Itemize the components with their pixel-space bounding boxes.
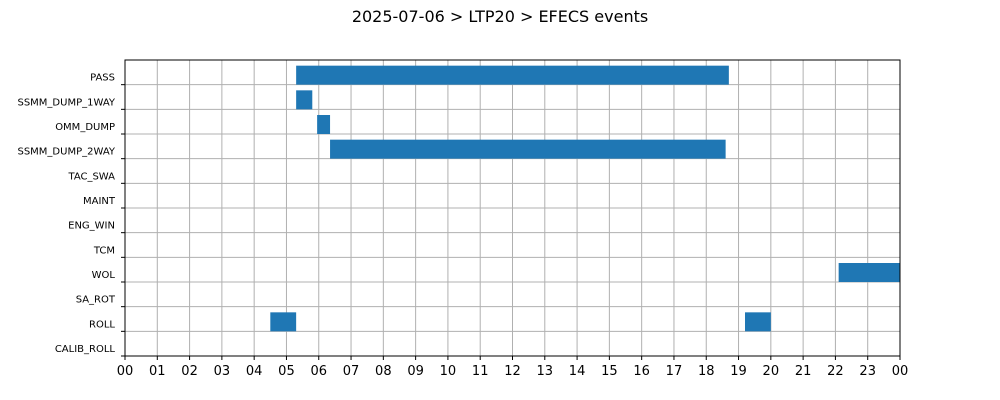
y-tick-label: MAINT [83,196,116,207]
event-bar-roll [745,312,771,332]
x-tick-label: 07 [343,364,360,379]
x-tick-label: 08 [375,364,392,379]
plot-frame [124,59,901,357]
y-tick-label: SSMM_DUMP_1WAY [17,97,115,108]
x-tick-label: 00 [117,364,134,379]
grid [124,60,901,357]
chart-title: 2025-07-06 > LTP20 > EFECS events [352,7,648,26]
y-tick-label: WOL [92,270,116,281]
y-tick-label: OMM_DUMP [55,122,115,133]
x-tick-label: 10 [440,364,457,379]
x-tick-label: 21 [795,364,812,379]
x-tick-label: 11 [472,364,489,379]
event-bar-omm-dump [317,115,331,134]
y-tick-label: SSMM_DUMP_2WAY [17,147,115,158]
event-bar-ssmm-dump-1way [296,90,313,110]
x-tick-label: 23 [859,364,876,379]
y-tick-label: CALIB_ROLL [55,344,116,355]
x-tick-label: 17 [666,364,683,379]
x-tick-label: 14 [569,364,586,379]
y-tick-label: ENG_WIN [68,221,115,232]
x-tick-label: 15 [601,364,618,379]
x-tick-label: 22 [827,364,844,379]
x-tick-label: 16 [633,364,650,379]
x-tick-label: 01 [149,364,166,379]
event-bar-wol [838,263,900,282]
event-bar-pass [296,65,729,85]
event-bar-ssmm-dump-2way [330,139,726,159]
x-axis: 00 01 02 03 04 05 06 07 08 09 10 11 12 13 14 15 16 17 18 19… [117,356,909,379]
y-tick-label: ROLL [89,319,115,330]
y-tick-label: SA_ROT [76,295,116,306]
x-tick-label: 05 [278,364,295,379]
x-tick-label: 04 [246,364,263,379]
x-tick-label: 19 [730,364,747,379]
y-tick-label: TAC_SWA [67,171,115,182]
x-tick-label: 02 [181,364,198,379]
y-tick-label: PASS [90,73,115,84]
event-bar-roll [270,312,297,332]
event-bars [270,65,900,332]
x-tick-label: 18 [698,364,715,379]
y-tick-label: TCM [93,245,115,256]
x-tick-label: 13 [537,364,554,379]
x-tick-label: 03 [214,364,231,379]
x-tick-label: 06 [310,364,327,379]
x-tick-label: 00 [892,364,909,379]
y-axis: PASS SSMM_DUMP_1WAY OMM_DUMP SSMM_DUMP_2WAY… [17,73,125,357]
x-tick-label: 12 [504,364,521,379]
x-tick-label: 09 [407,364,424,379]
x-tick-label: 20 [763,364,780,379]
